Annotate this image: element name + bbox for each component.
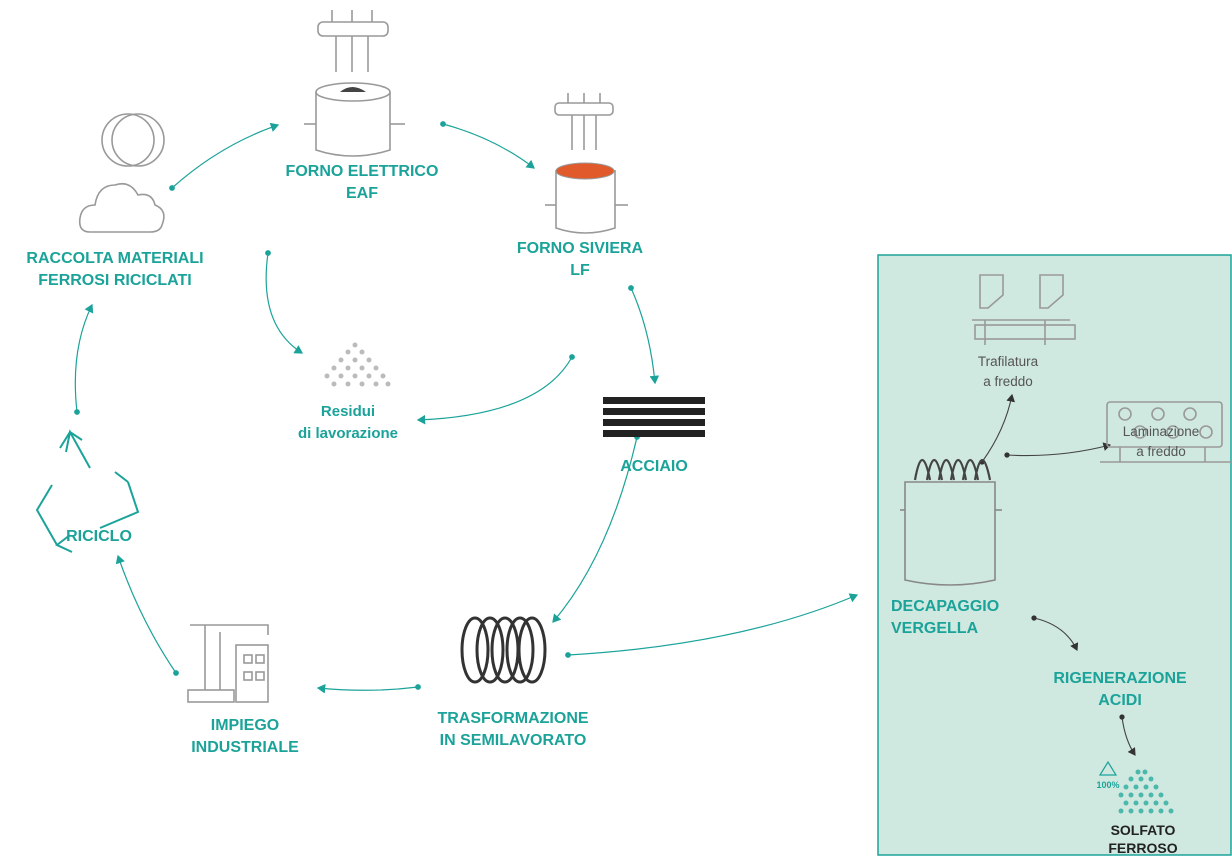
node-label: di lavorazione: [298, 425, 398, 442]
node-label: IN SEMILAVORATO: [440, 732, 587, 749]
labels: FORNO ELETTRICO EAF FORNO SIVIERA LF ACC…: [26, 163, 1199, 856]
node-label: INDUSTRIALE: [191, 739, 299, 756]
node-label: a freddo: [983, 374, 1033, 389]
panel: [877, 254, 1232, 856]
node-label: FERROSI RICICLATI: [38, 272, 191, 289]
node-label: RACCOLTA MATERIALI: [26, 250, 203, 267]
node-label: ACCIAIO: [620, 458, 688, 475]
node-label: a freddo: [1136, 444, 1186, 459]
node-label: TRASFORMAZIONE: [437, 710, 588, 727]
arrows: [74, 121, 1136, 756]
node-label: Trafilatura: [978, 354, 1039, 369]
node-label: LF: [570, 262, 590, 279]
node-label: ACIDI: [1098, 692, 1142, 709]
node-label: RICICLO: [66, 528, 132, 545]
node-label: FORNO SIVIERA: [517, 240, 644, 257]
node-label: Laminazione: [1123, 424, 1200, 439]
icons: [35, 10, 1232, 814]
node-label: SOLFATO: [1111, 822, 1176, 838]
node-label: DECAPAGGIO: [891, 598, 999, 615]
node-label: IMPIEGO: [211, 717, 279, 734]
badge: 100%: [1096, 780, 1119, 790]
node-label: FERROSO: [1108, 840, 1177, 856]
node-label: Residui: [321, 403, 375, 420]
node-label: FORNO ELETTRICO: [286, 163, 439, 180]
node-label: VERGELLA: [891, 620, 979, 637]
node-label: EAF: [346, 185, 378, 202]
node-label: RIGENERAZIONE: [1053, 670, 1187, 687]
